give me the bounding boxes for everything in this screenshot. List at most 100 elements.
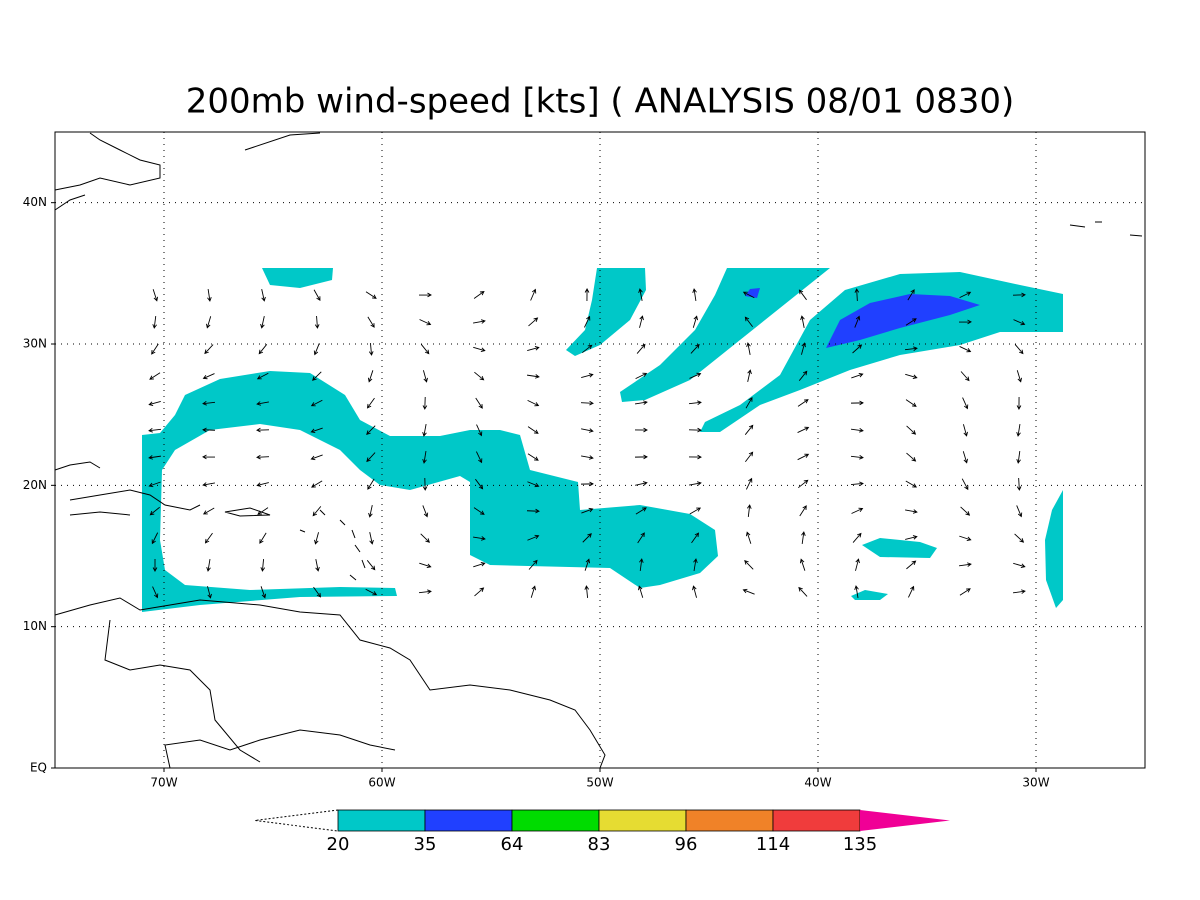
shaded-region	[1045, 490, 1063, 608]
wind-arrow	[905, 509, 918, 514]
wind-arrow	[151, 343, 159, 355]
wind-arrow	[906, 425, 917, 435]
wind-arrow	[797, 479, 809, 489]
wind-arrow	[310, 399, 323, 407]
wind-arrow	[584, 558, 591, 571]
wind-arrow	[475, 397, 483, 409]
wind-arrow	[258, 344, 268, 355]
wind-arrow	[634, 400, 648, 405]
wind-arrow	[639, 315, 644, 328]
wind-arrow	[312, 371, 322, 381]
shaded-region	[262, 268, 333, 288]
wind-arrow	[690, 343, 700, 354]
colorbar-label: 35	[414, 834, 437, 855]
coastline	[54, 461, 271, 517]
wind-arrow	[584, 288, 590, 302]
wind-arrow	[745, 451, 754, 463]
wind-arrow	[1016, 477, 1022, 491]
wind-arrow	[528, 317, 539, 327]
wind-arrow	[313, 586, 322, 598]
wind-arrow	[261, 289, 266, 302]
wind-arrow	[422, 370, 428, 383]
wind-arrow	[151, 532, 159, 545]
wind-arrow	[202, 427, 216, 433]
wind-arrow	[473, 290, 485, 299]
wind-arrow	[314, 532, 319, 545]
shaded-region	[566, 268, 646, 356]
colorbar-label: 20	[327, 834, 350, 855]
wind-arrow	[152, 558, 158, 572]
wind-arrow	[959, 291, 972, 299]
wind-arrow	[797, 426, 810, 433]
wind-arrow	[314, 315, 320, 329]
wind-arrow	[855, 558, 860, 571]
wind-arrow	[422, 505, 429, 518]
wind-arrow	[152, 315, 157, 329]
colorbar-segment	[424, 809, 513, 832]
wind-arrow	[256, 372, 269, 380]
wind-arrow	[582, 533, 592, 543]
wind-arrow	[527, 426, 539, 434]
wind-arrow	[202, 454, 216, 460]
wind-arrow	[149, 372, 161, 380]
colorbar-segment	[511, 809, 600, 832]
wind-arrow	[148, 455, 162, 460]
colorbar-label: 114	[756, 834, 790, 855]
wind-arrow	[905, 318, 917, 326]
map-title: 200mb wind-speed [kts] ( ANALYSIS 08/01 …	[186, 82, 1014, 122]
wind-arrow	[797, 399, 809, 407]
wind-arrow	[369, 532, 374, 545]
wind-arrow	[959, 588, 971, 596]
y-tick-label: 10N	[23, 619, 47, 633]
wind-arrow	[799, 505, 807, 517]
colorbar-label: 64	[501, 834, 524, 855]
wind-arrow	[418, 589, 432, 594]
wind-arrow	[745, 477, 753, 490]
wind-arrow	[530, 288, 537, 301]
wind-arrow	[960, 371, 970, 382]
wind-arrow	[688, 427, 702, 433]
x-tick-label: 70W	[150, 776, 177, 790]
wind-arrow	[313, 343, 320, 356]
wind-arrow	[962, 397, 969, 410]
wind-arrow	[961, 478, 969, 491]
wind-arrow	[204, 532, 213, 544]
wind-arrow	[152, 289, 159, 302]
wind-arrow	[311, 480, 323, 488]
wind-arrow	[476, 424, 483, 437]
wind-arrow	[528, 559, 538, 570]
wind-arrow	[689, 481, 702, 486]
wind-arrow	[905, 373, 918, 379]
wind-arrow	[1016, 396, 1022, 410]
wind-arrow	[1013, 319, 1026, 326]
x-tick-label: 40W	[804, 776, 831, 790]
wind-arrow	[422, 451, 427, 464]
wind-arrow	[1016, 370, 1023, 383]
wind-arrow	[907, 289, 915, 301]
wind-arrow	[206, 559, 211, 572]
wind-arrow	[959, 346, 972, 353]
wind-arrow	[202, 373, 215, 380]
wind-arrow	[637, 532, 645, 544]
wind-arrow	[689, 372, 702, 379]
wind-arrow	[148, 400, 161, 406]
wind-arrow	[638, 288, 643, 301]
wind-arrow	[850, 454, 864, 460]
x-tick-label: 50W	[586, 776, 613, 790]
wind-arrow	[692, 288, 697, 301]
wind-arrow	[800, 315, 805, 328]
wind-arrow	[149, 506, 160, 516]
wind-arrow	[742, 291, 755, 299]
wind-arrow	[635, 372, 648, 380]
wind-arrow	[852, 532, 862, 543]
shaded-region	[862, 538, 937, 558]
wind-arrow	[419, 562, 432, 569]
shaded-region	[745, 288, 760, 298]
shaded-region	[851, 590, 888, 600]
wind-arrow	[850, 400, 864, 406]
wind-arrow	[1014, 344, 1024, 355]
wind-arrow	[960, 506, 971, 516]
wind-arrow	[473, 346, 486, 352]
wind-arrow	[204, 344, 214, 355]
wind-arrow	[854, 585, 859, 598]
